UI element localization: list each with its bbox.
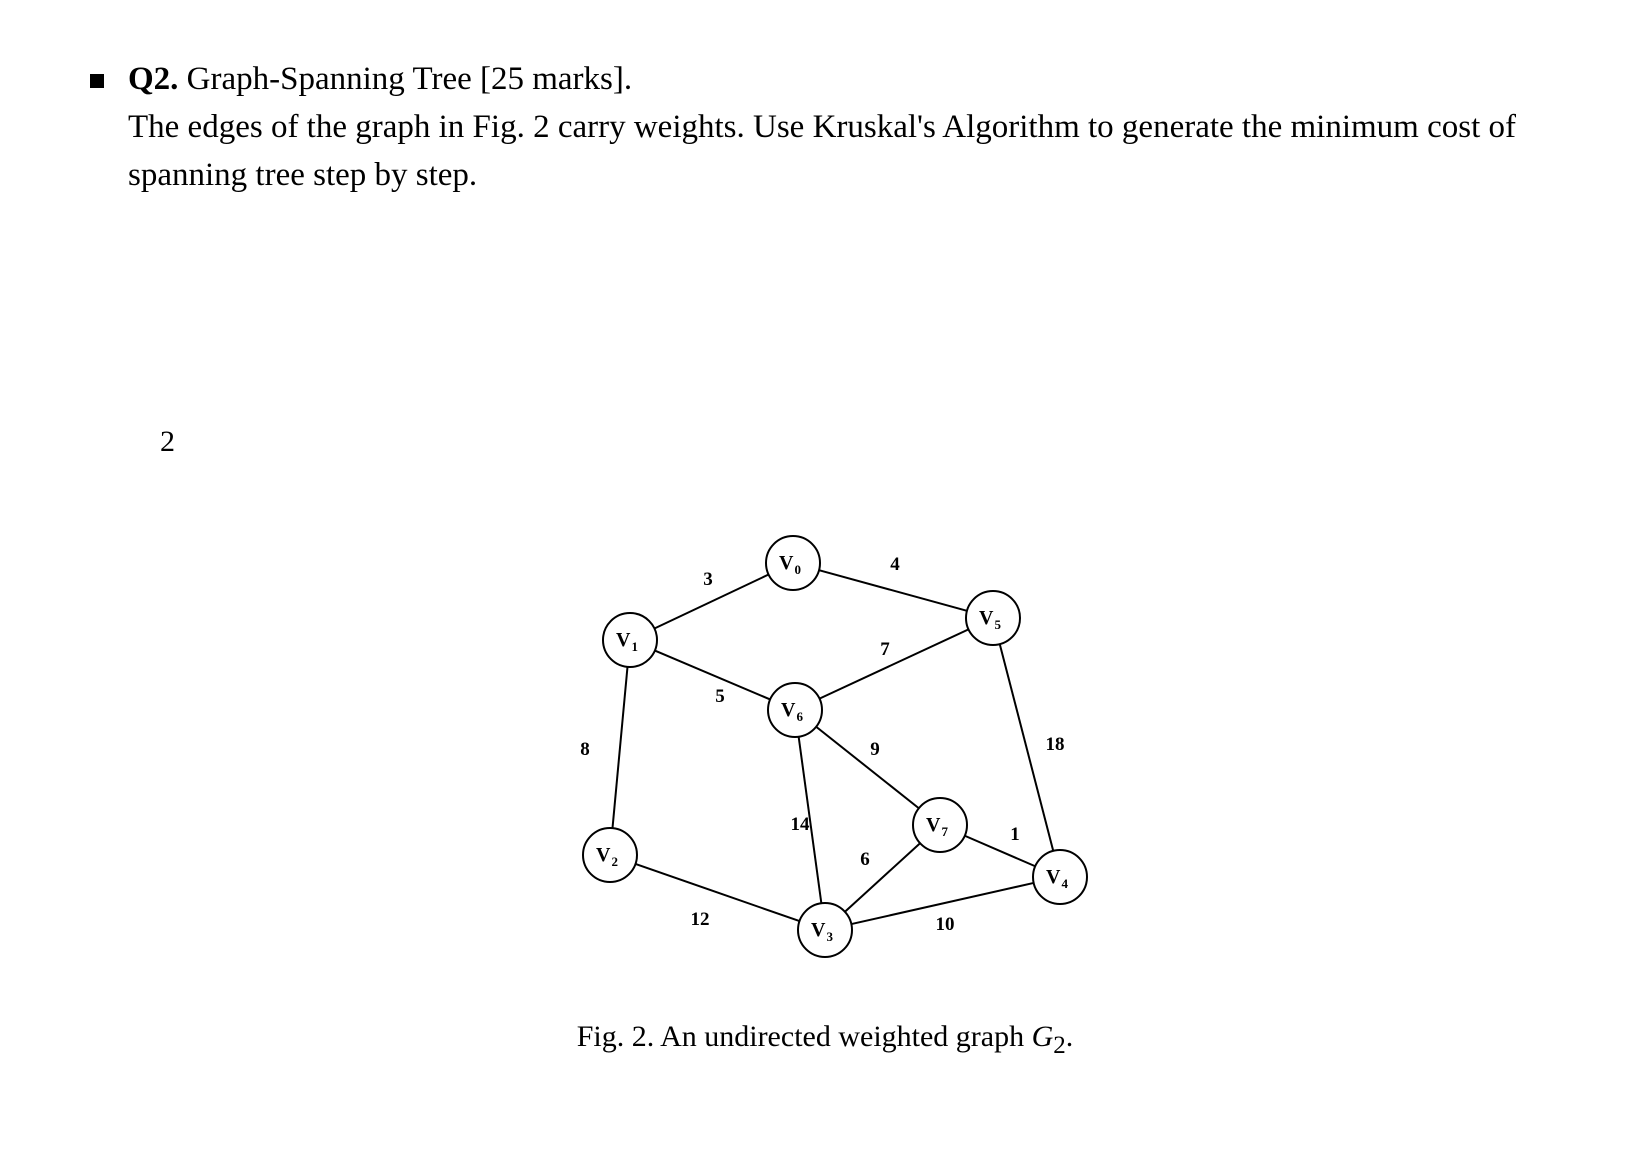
edge-V0-V5 [819, 570, 967, 611]
graph-diagram: 3458121011879146V0V1V2V3V4V5V6V7 [565, 525, 1165, 975]
caption-suffix: . [1066, 1020, 1074, 1053]
figure-caption: Fig. 2. An undirected weighted graph G2. [0, 1020, 1650, 1060]
edge-weight-V7-V3: 6 [860, 849, 870, 870]
edge-V7-V3 [845, 843, 920, 912]
edge-V1-V6 [655, 651, 770, 700]
question-title: Graph-Spanning Tree [25 marks]. [187, 61, 632, 97]
caption-symbol: G [1032, 1020, 1054, 1053]
edge-weight-V2-V3: 12 [691, 909, 710, 930]
edge-V1-V2 [613, 667, 628, 828]
edge-weight-V5-V4: 18 [1046, 734, 1065, 755]
edge-weight-V1-V2: 8 [580, 739, 590, 760]
bullet-icon [90, 74, 104, 88]
edge-V4-V7 [965, 836, 1035, 867]
edge-V2-V3 [635, 864, 799, 921]
edge-V5-V6 [819, 629, 968, 698]
question-block: Q2. Graph-Spanning Tree [25 marks]. The … [90, 56, 1560, 200]
caption-sub: 2 [1053, 1032, 1066, 1059]
edge-weight-V1-V6: 5 [715, 686, 725, 707]
edge-V6-V7 [816, 727, 919, 808]
edge-weight-V4-V7: 1 [1010, 824, 1020, 845]
edge-weight-V0-V5: 4 [890, 554, 900, 575]
question-body: The edges of the graph in Fig. 2 carry w… [128, 109, 1516, 193]
graph-svg: 3458121011879146V0V1V2V3V4V5V6V7 [565, 525, 1165, 975]
edge-weight-V6-V7: 9 [870, 739, 880, 760]
edge-weight-V6-V3: 14 [791, 814, 811, 835]
edge-weight-V3-V4: 10 [936, 914, 955, 935]
caption-prefix: Fig. 2. An undirected weighted graph [577, 1020, 1032, 1053]
question-text: Q2. Graph-Spanning Tree [25 marks]. The … [128, 56, 1560, 200]
page-number: 2 [160, 425, 175, 459]
edge-weight-V0-V1: 3 [703, 569, 713, 590]
edge-weight-V5-V6: 7 [880, 639, 890, 660]
question-label: Q2. [128, 61, 178, 97]
